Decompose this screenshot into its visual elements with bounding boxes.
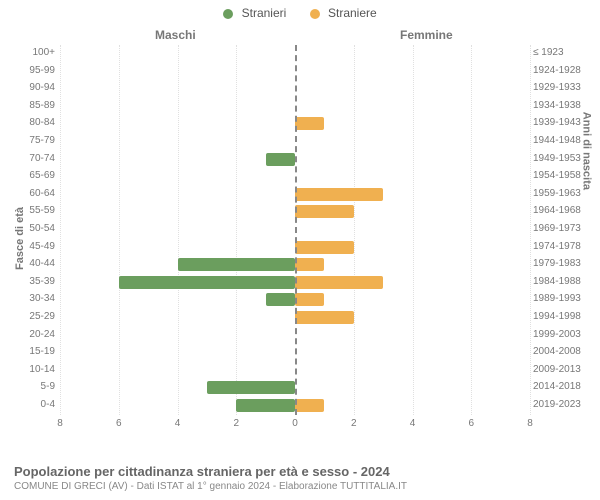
age-label: 85-89 <box>15 100 55 111</box>
chart-subtitle: COMUNE DI GRECI (AV) - Dati ISTAT al 1° … <box>14 481 586 492</box>
age-label: 55-59 <box>15 205 55 216</box>
age-label: 35-39 <box>15 276 55 287</box>
bar-female <box>295 311 354 324</box>
bar-female <box>295 117 324 130</box>
age-label: 0-4 <box>15 399 55 410</box>
legend-label-female: Straniere <box>328 6 377 20</box>
birth-year-label: 1934-1938 <box>533 100 585 111</box>
birth-year-label: 1929-1933 <box>533 82 585 93</box>
legend-swatch-male <box>223 9 233 19</box>
birth-year-label: 2009-2013 <box>533 364 585 375</box>
birth-year-label: 1964-1968 <box>533 205 585 216</box>
pyramid-chart: 100+≤ 192395-991924-192890-941929-193385… <box>60 45 530 440</box>
age-label: 70-74 <box>15 153 55 164</box>
age-label: 95-99 <box>15 65 55 76</box>
age-label: 40-44 <box>15 258 55 269</box>
age-label: 45-49 <box>15 241 55 252</box>
birth-year-label: 1974-1978 <box>533 241 585 252</box>
birth-year-label: 1944-1948 <box>533 135 585 146</box>
legend-male: Stranieri <box>223 6 286 20</box>
bar-male <box>178 258 296 271</box>
birth-year-label: 1994-1998 <box>533 311 585 322</box>
bar-male <box>236 399 295 412</box>
birth-year-label: ≤ 1923 <box>533 47 585 58</box>
x-tick: 8 <box>57 418 63 429</box>
birth-year-label: 1949-1953 <box>533 153 585 164</box>
bar-female <box>295 188 383 201</box>
age-label: 75-79 <box>15 135 55 146</box>
legend: Stranieri Straniere <box>0 6 600 20</box>
age-label: 65-69 <box>15 170 55 181</box>
x-tick: 2 <box>351 418 357 429</box>
birth-year-label: 2014-2018 <box>533 381 585 392</box>
x-tick: 6 <box>116 418 122 429</box>
plot-area: 100+≤ 192395-991924-192890-941929-193385… <box>60 45 530 415</box>
x-tick: 2 <box>233 418 239 429</box>
bar-female <box>295 258 324 271</box>
footer: Popolazione per cittadinanza straniera p… <box>14 464 586 492</box>
age-label: 100+ <box>15 47 55 58</box>
age-label: 15-19 <box>15 346 55 357</box>
x-tick: 4 <box>410 418 416 429</box>
bar-female <box>295 399 324 412</box>
bar-female <box>295 276 383 289</box>
birth-year-label: 1984-1988 <box>533 276 585 287</box>
birth-year-label: 1954-1958 <box>533 170 585 181</box>
legend-swatch-female <box>310 9 320 19</box>
bar-male <box>266 153 295 166</box>
birth-year-label: 2004-2008 <box>533 346 585 357</box>
bar-male <box>266 293 295 306</box>
age-label: 90-94 <box>15 82 55 93</box>
header-female: Femmine <box>400 28 453 42</box>
chart-title: Popolazione per cittadinanza straniera p… <box>14 464 586 479</box>
x-tick: 8 <box>527 418 533 429</box>
x-tick: 4 <box>175 418 181 429</box>
x-tick: 6 <box>468 418 474 429</box>
legend-female: Straniere <box>310 6 377 20</box>
age-label: 50-54 <box>15 223 55 234</box>
x-axis: 8 6 4 2 0 2 4 6 8 <box>60 415 530 435</box>
bar-female <box>295 205 354 218</box>
birth-year-label: 1989-1993 <box>533 293 585 304</box>
birth-year-label: 1939-1943 <box>533 117 585 128</box>
age-label: 10-14 <box>15 364 55 375</box>
center-axis <box>295 45 297 415</box>
age-label: 5-9 <box>15 381 55 392</box>
age-label: 20-24 <box>15 329 55 340</box>
header-male: Maschi <box>155 28 196 42</box>
birth-year-label: 1969-1973 <box>533 223 585 234</box>
bar-female <box>295 241 354 254</box>
age-label: 25-29 <box>15 311 55 322</box>
age-label: 30-34 <box>15 293 55 304</box>
birth-year-label: 2019-2023 <box>533 399 585 410</box>
age-label: 80-84 <box>15 117 55 128</box>
birth-year-label: 1999-2003 <box>533 329 585 340</box>
birth-year-label: 1924-1928 <box>533 65 585 76</box>
bar-male <box>119 276 295 289</box>
age-label: 60-64 <box>15 188 55 199</box>
birth-year-label: 1979-1983 <box>533 258 585 269</box>
bar-male <box>207 381 295 394</box>
gridline <box>530 45 531 415</box>
bar-female <box>295 293 324 306</box>
legend-label-male: Stranieri <box>242 6 287 20</box>
x-tick: 0 <box>292 418 298 429</box>
birth-year-label: 1959-1963 <box>533 188 585 199</box>
